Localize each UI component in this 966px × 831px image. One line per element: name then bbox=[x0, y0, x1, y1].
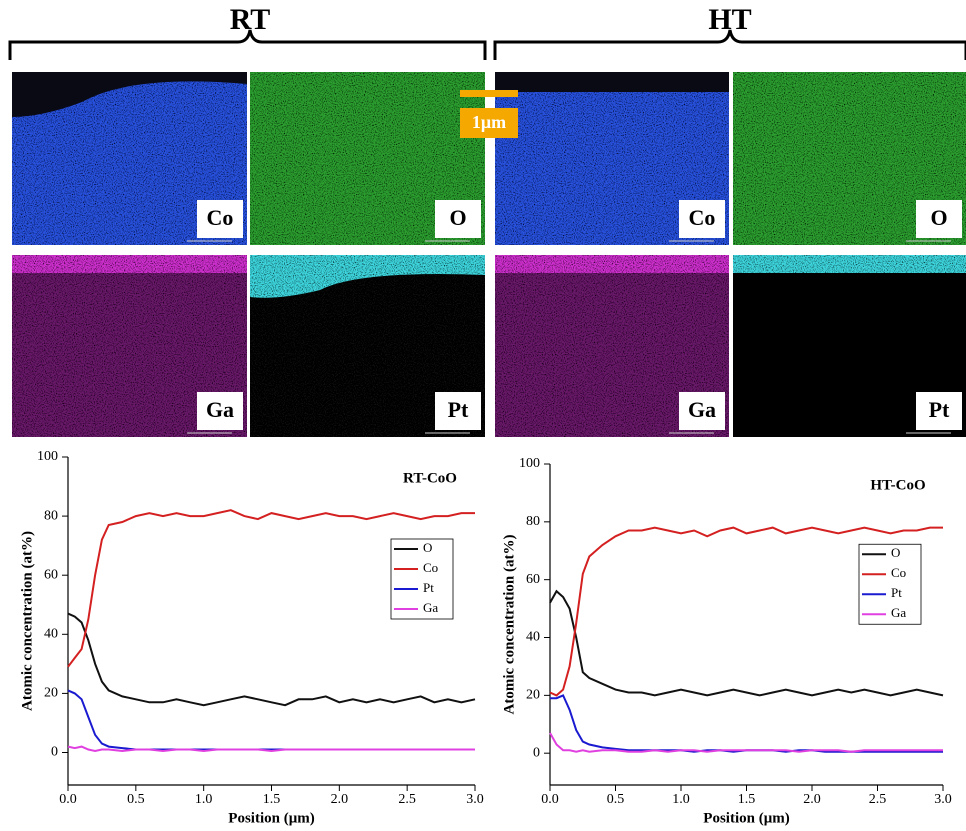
x-tick-label: 1.0 bbox=[195, 792, 213, 807]
map-shadow bbox=[495, 72, 729, 92]
y-tick-label: 100 bbox=[519, 456, 540, 471]
y-axis-label: Atomic concentration (at%) bbox=[19, 531, 35, 711]
legend-label: Pt bbox=[423, 580, 434, 595]
x-tick-label: 2.5 bbox=[869, 792, 887, 807]
chart-title: RT-CoO bbox=[403, 470, 457, 486]
map-label: Co bbox=[207, 205, 234, 230]
scale-box bbox=[460, 108, 518, 138]
map-label: Ga bbox=[206, 397, 234, 422]
y-tick-label: 60 bbox=[526, 572, 540, 587]
map-band bbox=[733, 255, 966, 273]
y-tick-label: 80 bbox=[526, 514, 540, 529]
legend-label: Ga bbox=[891, 605, 906, 620]
scale-bar bbox=[460, 90, 518, 97]
x-axis-label: Position (μm) bbox=[703, 810, 789, 826]
series-line bbox=[550, 694, 943, 753]
legend-label: Co bbox=[891, 565, 906, 580]
x-tick-label: 2.0 bbox=[803, 792, 821, 807]
map-label: Co bbox=[689, 205, 716, 230]
y-tick-label: 60 bbox=[44, 567, 58, 582]
y-tick-label: 0 bbox=[533, 745, 540, 760]
y-tick-label: 20 bbox=[44, 686, 58, 701]
x-tick-label: 1.5 bbox=[263, 792, 281, 807]
chart-title: HT-CoO bbox=[870, 477, 925, 493]
x-tick-label: 3.0 bbox=[466, 792, 484, 807]
x-tick-label: 1.5 bbox=[738, 792, 756, 807]
map-label: Ga bbox=[688, 397, 716, 422]
legend-box bbox=[858, 543, 922, 625]
series-line bbox=[67, 745, 475, 753]
map-label-box bbox=[679, 200, 725, 238]
map-band bbox=[12, 255, 247, 273]
map-band bbox=[250, 255, 485, 298]
x-tick-label: 0.5 bbox=[607, 792, 625, 807]
map-label-box bbox=[197, 392, 243, 430]
y-tick-label: 40 bbox=[44, 627, 58, 642]
y-axis-label: Atomic concentration (at%) bbox=[501, 535, 517, 715]
map-label-box bbox=[435, 392, 481, 430]
map-band bbox=[495, 255, 729, 273]
x-tick-label: 0.5 bbox=[127, 792, 145, 807]
y-tick-label: 20 bbox=[526, 688, 540, 703]
series-line bbox=[549, 732, 943, 753]
map-label: O bbox=[449, 205, 466, 230]
map-label: Pt bbox=[929, 397, 950, 422]
series-line bbox=[549, 526, 943, 697]
x-tick-label: 2.5 bbox=[398, 792, 416, 807]
y-tick-label: 40 bbox=[526, 630, 540, 645]
series-line bbox=[67, 612, 476, 707]
map-label: Pt bbox=[448, 397, 469, 422]
map-label-box bbox=[916, 392, 962, 430]
x-tick-label: 2.0 bbox=[331, 792, 349, 807]
x-tick-label: 0.0 bbox=[541, 792, 559, 807]
map-shadow bbox=[12, 72, 247, 117]
legend-box bbox=[390, 538, 454, 620]
series-line bbox=[67, 509, 475, 668]
legend-label: Pt bbox=[891, 585, 902, 600]
x-tick-label: 1.0 bbox=[672, 792, 690, 807]
x-tick-label: 3.0 bbox=[934, 792, 952, 807]
maps: Co O Ga Pt Co O Ga Pt 1μm bbox=[12, 72, 966, 437]
y-tick-label: 0 bbox=[51, 745, 58, 760]
map-label: O bbox=[930, 205, 947, 230]
legend-label: O bbox=[423, 540, 432, 555]
map-label-box bbox=[679, 392, 725, 430]
series-line bbox=[549, 589, 944, 697]
x-axis-label: Position (μm) bbox=[228, 810, 314, 826]
map-label-box bbox=[435, 200, 481, 238]
map-label-box bbox=[197, 200, 243, 238]
legend-label: Co bbox=[423, 560, 438, 575]
y-tick-label: 80 bbox=[44, 508, 58, 523]
map-label-box bbox=[916, 200, 962, 238]
scale-label: 1μm bbox=[472, 112, 506, 132]
legend-label: Ga bbox=[423, 600, 438, 615]
series-line bbox=[67, 689, 475, 751]
charts: 0 20 40 60 80 100 0.0 0.5 1.0 1.5 2.0 2.5 3.0 Positio… bbox=[19, 449, 951, 826]
x-tick-label: 0.0 bbox=[59, 792, 77, 807]
legend-label: O bbox=[891, 545, 900, 560]
brace bbox=[493, 29, 966, 60]
y-tick-label: 100 bbox=[37, 449, 58, 464]
brace bbox=[8, 29, 487, 60]
